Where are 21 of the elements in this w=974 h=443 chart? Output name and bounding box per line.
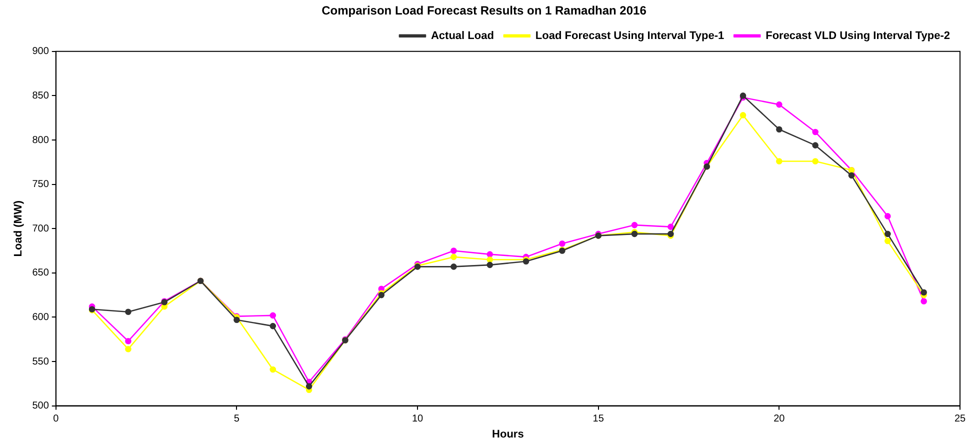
x-tick-label: 5 (234, 414, 240, 425)
y-tick-label: 700 (32, 223, 50, 234)
x-tick-label: 25 (954, 414, 966, 425)
chart-title: Comparison Load Forecast Results on 1 Ramadhan 2016 (322, 4, 647, 18)
x-axis-title: Hours (492, 428, 524, 440)
y-tick-label: 850 (32, 90, 50, 102)
y-tick-label: 900 (32, 46, 50, 58)
legend-label: Actual Load (430, 30, 494, 42)
y-tick-label: 800 (32, 134, 50, 146)
y-tick-label: 750 (32, 179, 50, 190)
y-tick-label: 500 (32, 400, 50, 412)
x-tick-label: 0 (53, 414, 60, 425)
x-tick-label: 15 (592, 414, 604, 425)
y-axis-title: Load (MW) (12, 200, 25, 257)
legend-label: Load Forecast Using Interval Type-1 (535, 30, 724, 42)
x-tick-label: 20 (774, 414, 786, 425)
y-tick-label: 600 (32, 312, 50, 323)
legend-label: Forecast VLD Using Interval Type-2 (766, 30, 950, 42)
y-tick-label: 550 (32, 356, 50, 368)
y-tick-label: 650 (32, 268, 50, 279)
x-tick-label: 10 (412, 414, 424, 425)
